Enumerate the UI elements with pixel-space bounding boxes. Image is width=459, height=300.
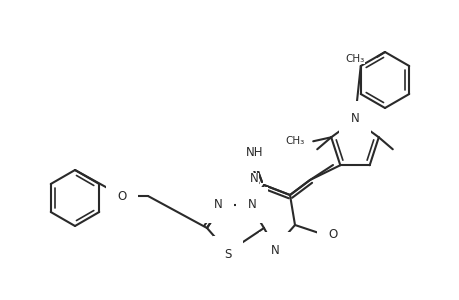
Text: S: S (226, 250, 233, 262)
Text: N: N (270, 244, 279, 256)
Text: S: S (224, 248, 231, 260)
Text: CH₃: CH₃ (345, 54, 364, 64)
Text: N: N (350, 112, 358, 125)
Text: N: N (250, 172, 258, 185)
Text: O: O (326, 229, 335, 242)
Text: O: O (328, 229, 337, 242)
Text: N: N (270, 250, 279, 262)
Text: N: N (350, 112, 358, 125)
Text: N: N (247, 199, 256, 212)
Text: N: N (213, 199, 222, 212)
Text: O: O (117, 190, 126, 202)
Text: NH: NH (246, 146, 263, 160)
Text: N: N (247, 196, 256, 209)
Text: N: N (213, 196, 222, 209)
Text: CH₃: CH₃ (285, 136, 303, 146)
Text: O: O (117, 190, 126, 202)
Text: NH: NH (244, 148, 261, 161)
